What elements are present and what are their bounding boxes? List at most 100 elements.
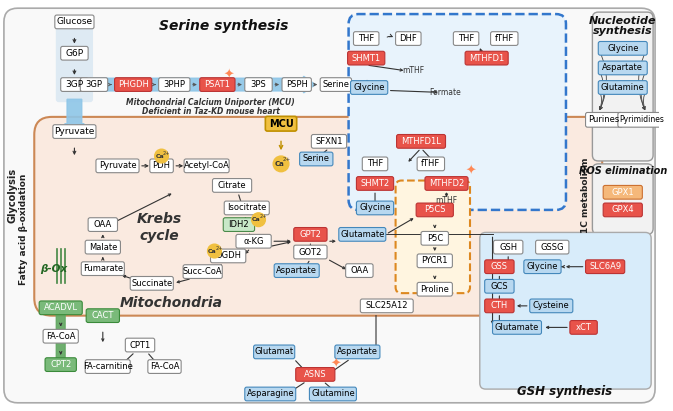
FancyBboxPatch shape: [254, 345, 295, 359]
FancyBboxPatch shape: [396, 180, 470, 293]
Text: Purines: Purines: [588, 115, 620, 124]
Text: β-Ox: β-Ox: [40, 264, 67, 274]
FancyArrow shape: [93, 76, 315, 93]
Text: CPT1: CPT1: [129, 341, 151, 349]
Text: Citrate: Citrate: [218, 181, 246, 190]
FancyBboxPatch shape: [39, 301, 82, 315]
Text: CTH: CTH: [491, 301, 508, 310]
Text: MTHFD1L: MTHFD1L: [401, 137, 441, 146]
Text: MTHFD1: MTHFD1: [469, 53, 504, 62]
FancyBboxPatch shape: [85, 240, 120, 254]
Text: PSAT1: PSAT1: [205, 80, 230, 89]
Text: fTHF: fTHF: [495, 34, 514, 43]
Text: Glutamine: Glutamine: [311, 390, 355, 399]
Text: Ca: Ca: [252, 217, 261, 222]
Text: Glutamat: Glutamat: [254, 347, 293, 356]
FancyBboxPatch shape: [293, 228, 327, 241]
FancyBboxPatch shape: [4, 8, 655, 403]
Text: Pyruvate: Pyruvate: [55, 127, 95, 136]
Text: FA-CoA: FA-CoA: [150, 362, 179, 371]
Text: SFXN1: SFXN1: [315, 137, 343, 146]
Text: 3PS: 3PS: [250, 80, 267, 89]
Text: GPX1: GPX1: [612, 188, 634, 197]
Text: Glycolysis: Glycolysis: [7, 168, 17, 223]
FancyBboxPatch shape: [86, 309, 120, 323]
Text: Aspartate: Aspartate: [276, 266, 317, 275]
Text: PHGDH: PHGDH: [118, 80, 149, 89]
Text: Ca: Ca: [155, 154, 164, 159]
Text: Isocitrate: Isocitrate: [227, 203, 267, 212]
Text: Glycine: Glycine: [353, 83, 385, 92]
Text: 2+: 2+: [260, 214, 267, 219]
Text: FA-CoA: FA-CoA: [46, 332, 75, 341]
Text: GCS: GCS: [491, 282, 508, 291]
FancyBboxPatch shape: [485, 279, 514, 293]
Text: Asparagine: Asparagine: [246, 390, 294, 399]
Text: mTHF: mTHF: [435, 196, 458, 205]
Text: ROS elimination: ROS elimination: [579, 166, 667, 176]
Text: ✦: ✦: [466, 164, 476, 177]
FancyBboxPatch shape: [618, 113, 665, 127]
FancyBboxPatch shape: [265, 116, 297, 131]
FancyArrow shape: [54, 303, 67, 369]
Circle shape: [252, 213, 265, 226]
FancyBboxPatch shape: [339, 228, 386, 241]
FancyBboxPatch shape: [34, 117, 602, 316]
FancyBboxPatch shape: [96, 159, 139, 173]
Text: P5C: P5C: [427, 234, 443, 243]
Text: OAA: OAA: [350, 266, 369, 275]
Text: synthesis: synthesis: [593, 26, 653, 36]
FancyBboxPatch shape: [150, 159, 174, 173]
Text: GPX4: GPX4: [612, 206, 634, 215]
Text: Mitochondria: Mitochondria: [120, 296, 223, 310]
FancyBboxPatch shape: [183, 265, 222, 278]
Text: Glutamate: Glutamate: [340, 230, 384, 239]
FancyBboxPatch shape: [211, 249, 246, 263]
Text: α-KG: α-KG: [244, 237, 264, 246]
FancyBboxPatch shape: [274, 264, 319, 277]
FancyBboxPatch shape: [396, 32, 421, 45]
FancyBboxPatch shape: [351, 81, 388, 95]
Text: Aspartate: Aspartate: [337, 347, 378, 356]
Text: IDH2: IDH2: [229, 220, 249, 229]
Text: 1C metabolism: 1C metabolism: [581, 157, 590, 233]
Text: ACADVL: ACADVL: [44, 303, 77, 312]
Circle shape: [155, 149, 168, 163]
FancyBboxPatch shape: [61, 78, 88, 91]
Text: Succ-CoA: Succ-CoA: [183, 267, 223, 276]
FancyBboxPatch shape: [348, 51, 385, 65]
FancyBboxPatch shape: [357, 201, 394, 215]
FancyBboxPatch shape: [524, 260, 561, 274]
Text: GSH synthesis: GSH synthesis: [518, 385, 612, 397]
FancyBboxPatch shape: [282, 78, 312, 91]
FancyBboxPatch shape: [417, 254, 452, 268]
FancyBboxPatch shape: [55, 15, 94, 29]
Text: Deficient in Taz-KD mouse heart: Deficient in Taz-KD mouse heart: [141, 106, 279, 115]
FancyBboxPatch shape: [81, 262, 125, 275]
FancyBboxPatch shape: [310, 387, 357, 401]
Text: ASNS: ASNS: [304, 370, 326, 379]
Text: 2+: 2+: [283, 157, 291, 162]
Text: Pyrimidines: Pyrimidines: [619, 115, 664, 124]
Text: SLC25A12: SLC25A12: [365, 301, 408, 310]
Text: Fatty acid β-oxidation: Fatty acid β-oxidation: [19, 174, 28, 285]
Text: Cysteine: Cysteine: [533, 301, 569, 310]
FancyBboxPatch shape: [53, 125, 96, 139]
FancyBboxPatch shape: [114, 78, 152, 91]
Text: Serine: Serine: [322, 80, 349, 89]
Text: GSH: GSH: [499, 242, 518, 252]
Text: GSS: GSS: [491, 262, 508, 271]
Text: SHMT2: SHMT2: [361, 179, 390, 188]
FancyBboxPatch shape: [598, 81, 647, 95]
Text: Pyruvate: Pyruvate: [99, 162, 137, 170]
FancyBboxPatch shape: [353, 32, 379, 45]
FancyBboxPatch shape: [530, 299, 573, 313]
FancyBboxPatch shape: [360, 299, 413, 313]
FancyBboxPatch shape: [417, 282, 452, 296]
Text: Aspartate: Aspartate: [602, 63, 643, 72]
FancyBboxPatch shape: [480, 233, 651, 389]
FancyBboxPatch shape: [312, 134, 347, 148]
FancyBboxPatch shape: [43, 329, 78, 343]
FancyBboxPatch shape: [454, 32, 479, 45]
FancyBboxPatch shape: [598, 42, 647, 55]
